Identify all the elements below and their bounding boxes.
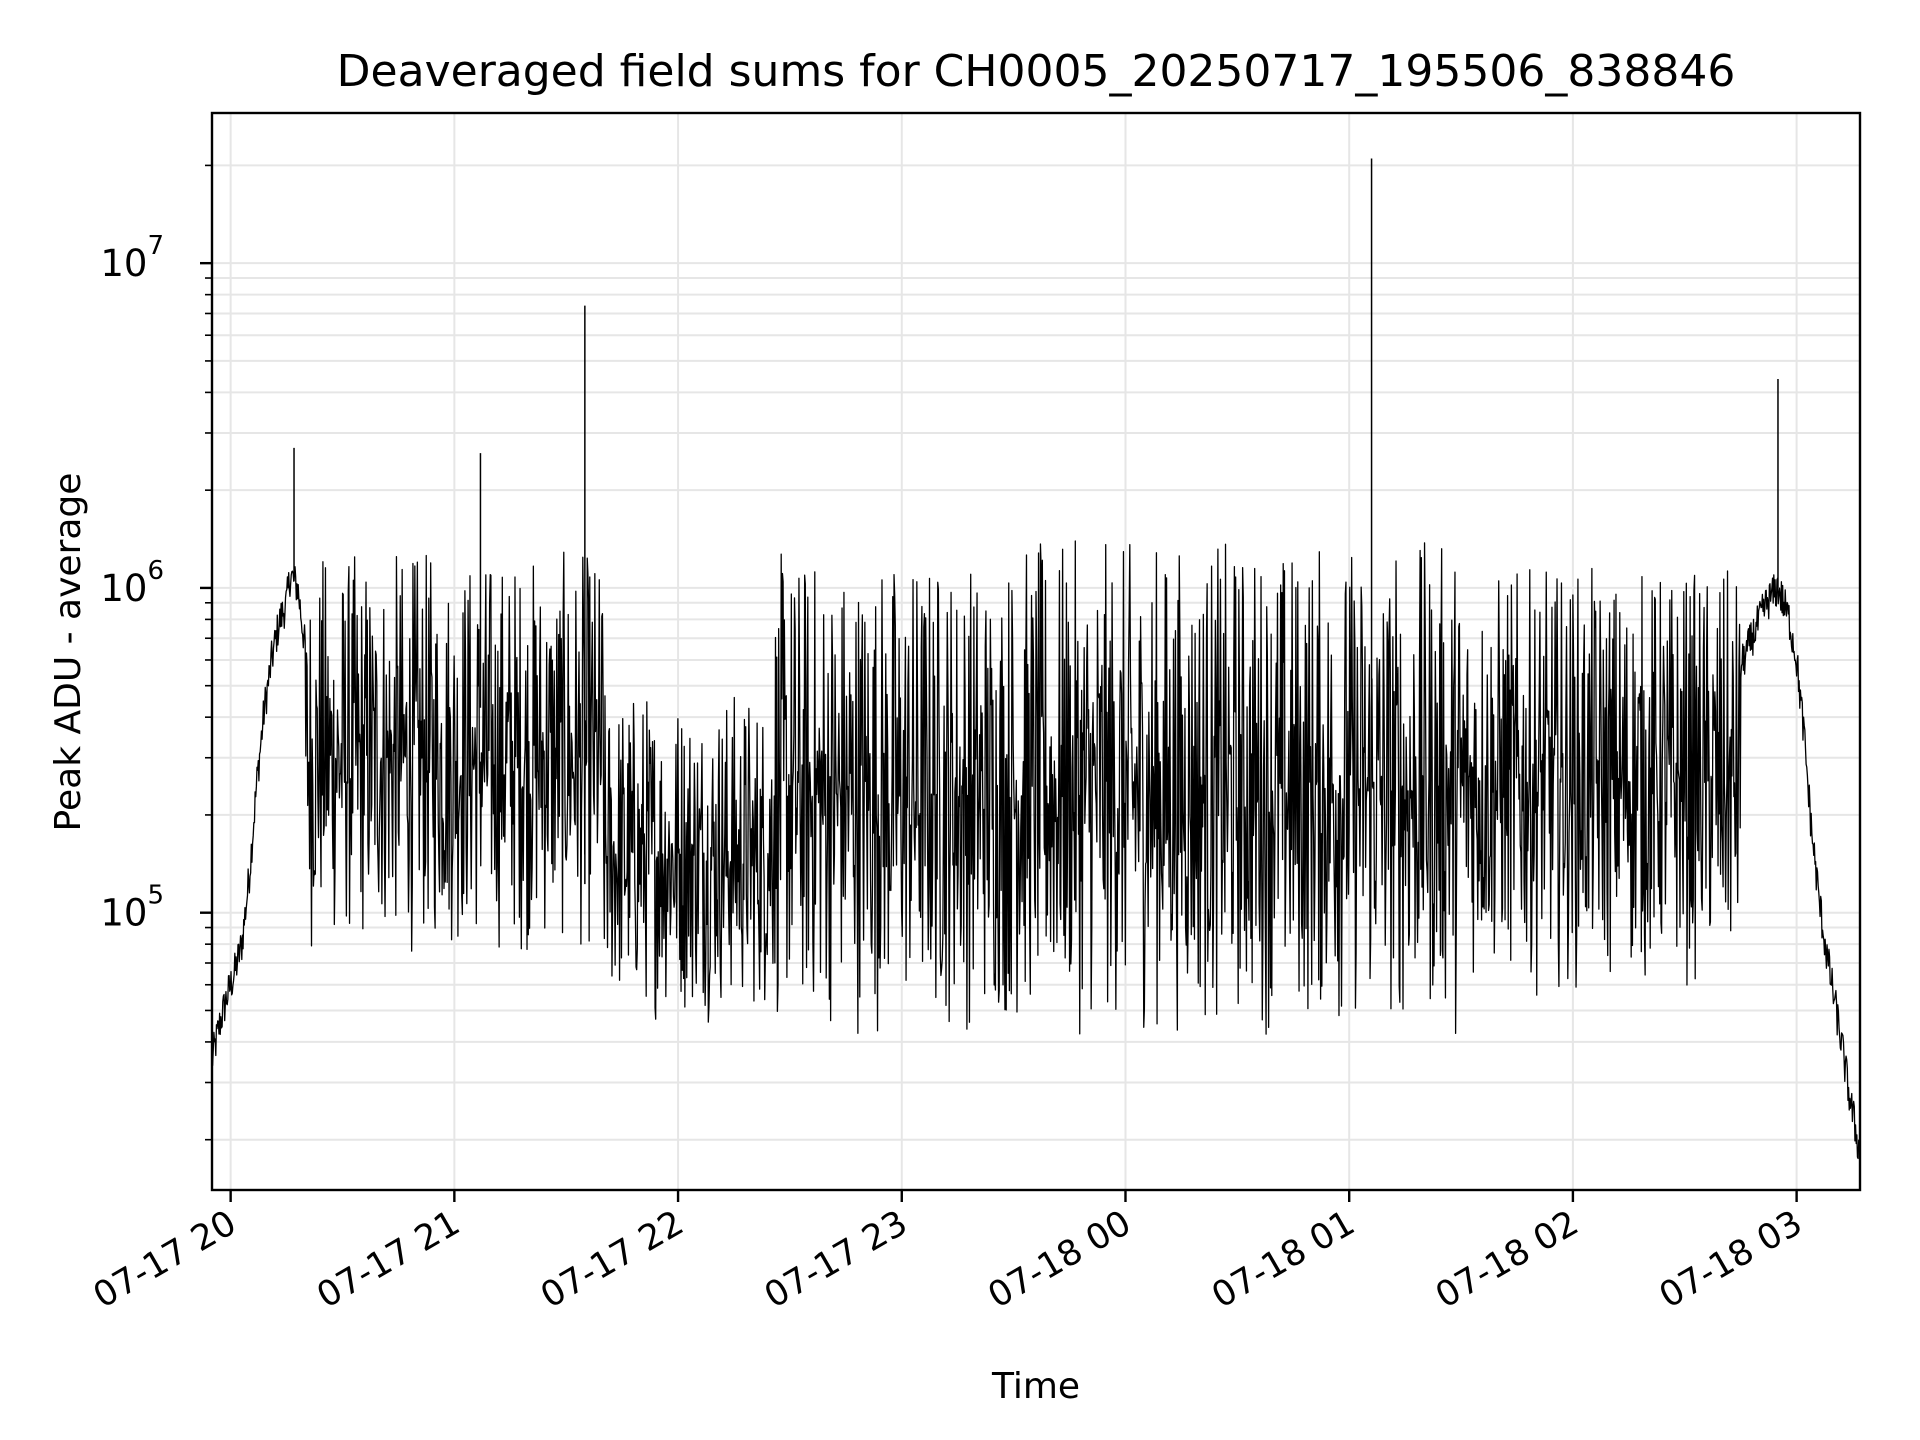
- y-tick-base: 10: [100, 242, 147, 285]
- chart-title: Deaveraged field sums for CH0005_2025071…: [337, 46, 1736, 97]
- y-tick-label: 107: [100, 231, 164, 285]
- x-axis-label: Time: [991, 1366, 1080, 1407]
- y-axis-label: Peak ADU - average: [48, 473, 89, 832]
- series-line: [211, 540, 1861, 1160]
- y-tick-label: 106: [100, 556, 164, 610]
- plot-frame: [210, 111, 1862, 1192]
- y-tick-exponent: 6: [147, 556, 164, 586]
- y-tick-base: 10: [100, 567, 147, 610]
- y-tick-exponent: 5: [147, 881, 164, 911]
- series-layer: [211, 158, 1861, 1160]
- y-tick-label: 105: [100, 881, 164, 935]
- y-tick-exponent: 7: [147, 231, 164, 261]
- y-tick-base: 10: [100, 892, 147, 935]
